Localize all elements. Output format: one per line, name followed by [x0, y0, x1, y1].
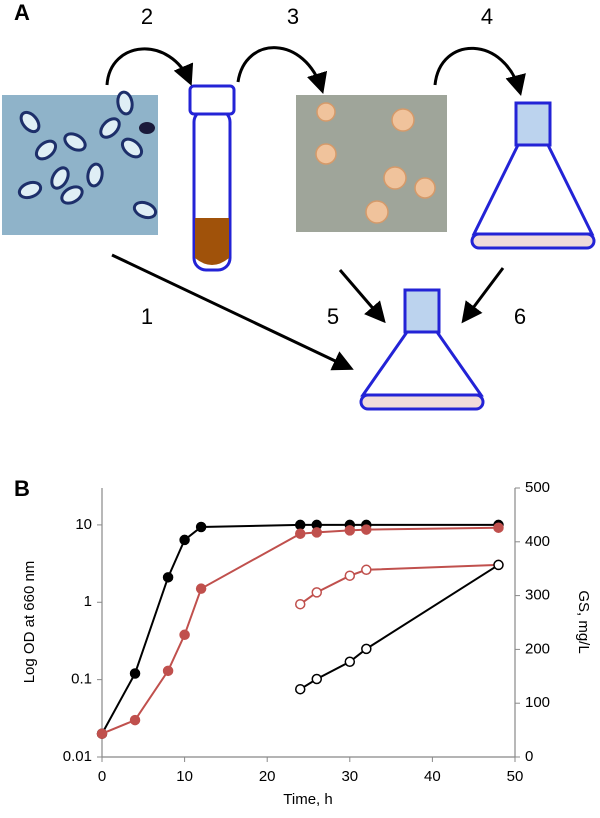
flask: [470, 101, 596, 250]
data-point: [311, 527, 323, 538]
data-point: [344, 525, 356, 536]
data-point: [162, 572, 174, 583]
x-tick-label: 20: [259, 768, 276, 785]
x-tick-label: 50: [507, 768, 524, 785]
panel-label: B: [14, 476, 30, 501]
step-number: 5: [327, 304, 339, 329]
series-line: [101, 526, 499, 735]
data-point: [96, 728, 108, 739]
step-number: 2: [141, 4, 153, 29]
data-point: [129, 668, 141, 679]
culture-tube: [188, 84, 236, 272]
data-point: [344, 570, 356, 581]
axes: [101, 488, 516, 758]
data-point: [294, 598, 306, 610]
y2-tick-label: 0: [525, 748, 533, 765]
data-point: [179, 534, 190, 546]
step-number: 1: [141, 304, 153, 329]
data-point: [361, 643, 372, 655]
data-point: [179, 629, 190, 641]
series-line: [299, 564, 500, 691]
data-point: [344, 656, 356, 668]
panel-label: A: [14, 0, 30, 25]
y-tick-label: 10: [75, 516, 92, 533]
data-point: [493, 559, 504, 571]
colonies-image: [296, 95, 447, 232]
y2-tick-label: 500: [525, 479, 550, 496]
step-number: 6: [514, 304, 526, 329]
y-tick-label: 1: [84, 593, 92, 610]
data-point: [361, 564, 372, 576]
step-number: 3: [287, 4, 299, 29]
y2-tick-label: 400: [525, 533, 550, 550]
data-point: [361, 524, 372, 535]
y-axis-label: Log OD at 660 nm: [21, 561, 38, 684]
flask: [359, 288, 485, 411]
data-point: [162, 665, 174, 677]
y2-tick-label: 200: [525, 640, 550, 657]
x-tick-label: 30: [341, 768, 358, 785]
data-point: [294, 528, 306, 539]
x-tick-label: 10: [176, 768, 193, 785]
y-tick-label: 0.1: [71, 671, 92, 688]
y2-tick-label: 300: [525, 587, 550, 604]
data-point: [129, 714, 141, 726]
data-point: [294, 519, 306, 531]
y2-tick-label: 100: [525, 694, 550, 711]
data-point: [493, 522, 504, 533]
step-number: 4: [481, 4, 493, 29]
y2-axis-label: GS, mg/L: [575, 590, 592, 653]
data-point: [311, 587, 323, 598]
series-line: [101, 523, 499, 735]
x-tick-label: 40: [424, 768, 441, 785]
microscopy-image: [2, 90, 158, 235]
data-point: [311, 673, 323, 685]
arrows: [105, 46, 526, 371]
data-point: [195, 583, 207, 594]
data-point: [195, 521, 207, 533]
data-point: [294, 683, 306, 695]
x-axis-label: Time, h: [283, 791, 332, 808]
y-tick-label: 0.01: [63, 748, 92, 765]
x-tick-label: 0: [98, 768, 106, 785]
